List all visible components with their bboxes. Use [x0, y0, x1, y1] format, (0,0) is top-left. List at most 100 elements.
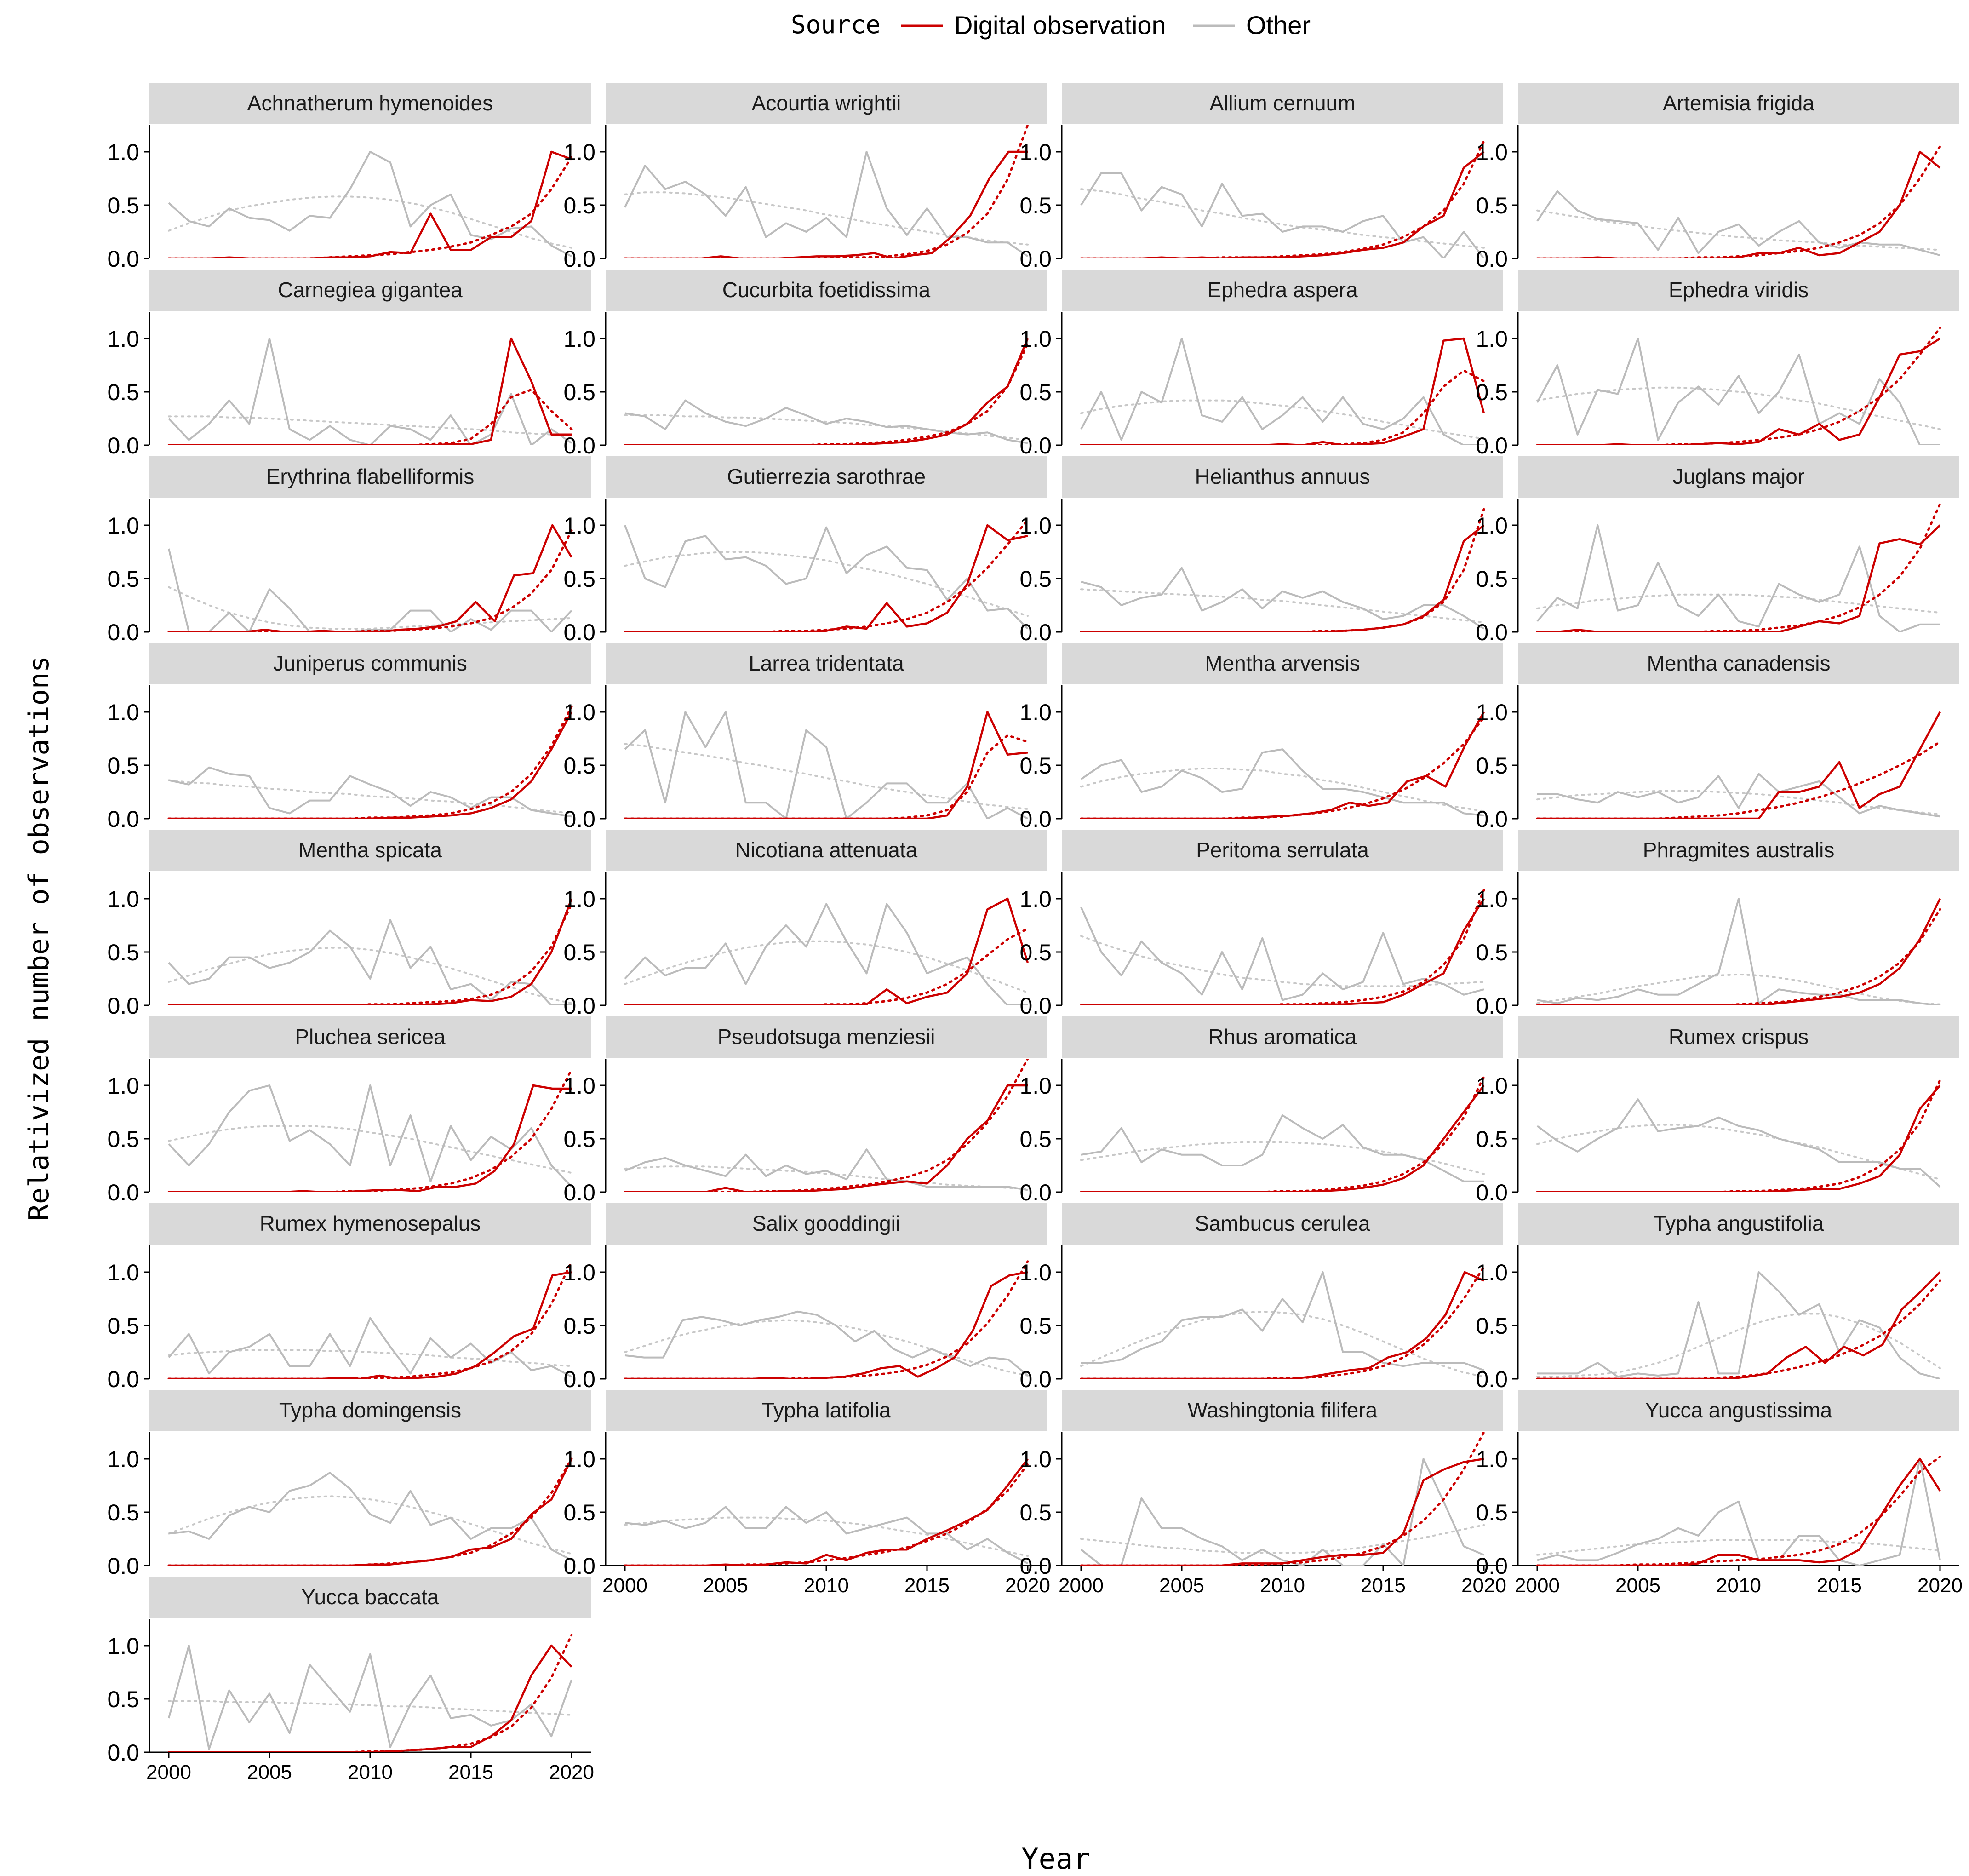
- y-tick-label: 0.5: [1019, 1500, 1052, 1526]
- y-tick-label: 1.0: [1019, 886, 1052, 912]
- digital-observation-line: [1537, 524, 1941, 632]
- trend-digital-line: [1536, 1455, 1941, 1566]
- y-tick-label: 0.0: [1476, 1180, 1508, 1205]
- trend-other-line: [168, 947, 572, 1004]
- facet-panel: Juglans major 0.0 0.5 1.0: [1476, 456, 1959, 645]
- facet-strip: [1062, 270, 1503, 311]
- x-tick-label: 2000: [602, 1574, 647, 1597]
- y-tick-label: 0.5: [1019, 379, 1052, 405]
- y-tick-label: 0.0: [1476, 1366, 1508, 1392]
- facet-strip: [1062, 1390, 1503, 1431]
- x-tick-label: 2020: [1917, 1574, 1963, 1597]
- other-line: [1536, 190, 1940, 256]
- other-line: [1536, 1098, 1941, 1188]
- facet-panel: Ephedra aspera 0.0 0.5 1.0: [1019, 270, 1503, 459]
- other-line: [168, 1645, 572, 1750]
- facet-strip: [149, 83, 591, 124]
- x-tick-label: 2005: [1615, 1574, 1660, 1597]
- y-tick-label: 1.0: [107, 700, 139, 725]
- other-line: [1537, 1458, 1941, 1566]
- facet-strip: [1518, 456, 1959, 498]
- facet-panel: Rumex hymenosepalus 0.0 0.5 1.0: [107, 1203, 591, 1392]
- y-tick-label: 0.5: [563, 1126, 595, 1152]
- other-line: [624, 711, 1028, 819]
- y-tick-label: 0.5: [107, 1687, 139, 1712]
- x-tick-label: 2015: [904, 1574, 950, 1597]
- digital-observation-line: [1537, 711, 1941, 819]
- facet-strip-label: Helianthus annuus: [1195, 465, 1370, 488]
- y-tick-label: 1.0: [107, 1073, 139, 1099]
- y-tick-label: 0.5: [1019, 1313, 1052, 1339]
- facet-strip-label: Salix gooddingii: [752, 1211, 900, 1235]
- other-line: [1081, 567, 1485, 630]
- y-tick-label: 0.0: [563, 993, 595, 1019]
- y-tick-label: 0.5: [563, 379, 595, 405]
- digital-observation-line: [1537, 1457, 1941, 1566]
- y-tick-label: 0.5: [1476, 1500, 1508, 1526]
- trend-other-line: [624, 743, 1029, 810]
- facet-strip-label: Yucca angustissima: [1645, 1398, 1832, 1422]
- y-tick-label: 1.0: [1476, 1260, 1508, 1285]
- facet-panel: Rumex crispus 0.0 0.5 1.0: [1476, 1016, 1959, 1205]
- other-line: [1536, 524, 1940, 632]
- y-tick-label: 0.0: [1019, 806, 1052, 832]
- facet-strip: [606, 270, 1047, 311]
- y-tick-label: 0.5: [107, 1500, 139, 1526]
- facet-strip: [1518, 1016, 1959, 1058]
- digital-observation-line: [1081, 151, 1485, 258]
- digital-observation-line: [1081, 1084, 1485, 1192]
- facet-strip-label: Mentha spicata: [298, 838, 442, 862]
- y-tick-label: 0.0: [107, 1180, 139, 1205]
- y-tick-label: 0.0: [107, 246, 139, 272]
- facet-panel: Juniperus communis 0.0 0.5 1.0: [107, 643, 591, 832]
- x-tick-label: 2010: [1716, 1574, 1761, 1597]
- facet-strip: [606, 830, 1047, 871]
- facet-panel: Pseudotsuga menziesii 0.0 0.5 1.0: [563, 1016, 1047, 1205]
- trend-digital-line: [1536, 503, 1941, 632]
- facet-strip: [606, 1390, 1047, 1431]
- facet-strip-label: Rumex hymenosepalus: [260, 1211, 481, 1235]
- facet-panel: Salix gooddingii 0.0 0.5 1.0: [563, 1203, 1047, 1392]
- y-tick-label: 1.0: [107, 1446, 139, 1472]
- legend-title: Source: [791, 10, 881, 39]
- y-tick-label: 0.0: [1019, 1553, 1052, 1579]
- facet-strip: [1518, 270, 1959, 311]
- y-tick-label: 0.5: [107, 753, 139, 779]
- facet-strip-label: Pluchea sericea: [295, 1025, 446, 1049]
- trend-digital-line: [167, 705, 573, 819]
- other-line: [168, 1084, 572, 1188]
- trend-digital-line: [167, 529, 573, 632]
- y-tick-label: 0.5: [563, 1500, 595, 1526]
- y-tick-label: 0.5: [107, 566, 139, 592]
- facet-strip: [1518, 830, 1959, 871]
- trend-other-line: [1536, 790, 1941, 815]
- facet-strip-label: Carnegiea gigantea: [278, 278, 463, 302]
- facet-strip: [1062, 643, 1503, 684]
- other-line: [624, 903, 1028, 1005]
- x-tick-label: 2015: [1817, 1574, 1862, 1597]
- trend-digital-line: [1536, 908, 1941, 1005]
- y-tick-label: 0.0: [1019, 1366, 1052, 1392]
- trend-other-line: [624, 1165, 1029, 1190]
- trend-digital-line: [624, 927, 1029, 1005]
- other-line: [1537, 773, 1940, 818]
- y-tick-label: 0.5: [563, 940, 595, 965]
- digital-observation-line: [169, 1084, 572, 1192]
- x-tick-label: 2015: [448, 1761, 493, 1784]
- trend-other-line: [1080, 768, 1485, 812]
- other-line: [1080, 748, 1484, 816]
- y-tick-label: 1.0: [563, 513, 595, 539]
- digital-observation-line: [625, 1084, 1028, 1192]
- y-tick-label: 1.0: [1476, 1446, 1508, 1472]
- facet-panel: Peritoma serrulata 0.0 0.5 1.0: [1019, 830, 1503, 1019]
- y-tick-label: 0.5: [563, 193, 595, 218]
- y-tick-label: 0.5: [563, 566, 595, 592]
- facet-strip-label: Cucurbita foetidissima: [722, 278, 931, 302]
- trend-digital-line: [624, 125, 1029, 258]
- trend-digital-line: [1536, 145, 1941, 258]
- digital-observation-line: [625, 524, 1028, 632]
- facet-strip-label: Juniperus communis: [273, 651, 467, 675]
- y-tick-label: 0.5: [1476, 379, 1508, 405]
- facet-strip-label: Phragmites australis: [1643, 838, 1835, 862]
- y-tick-label: 1.0: [563, 886, 595, 912]
